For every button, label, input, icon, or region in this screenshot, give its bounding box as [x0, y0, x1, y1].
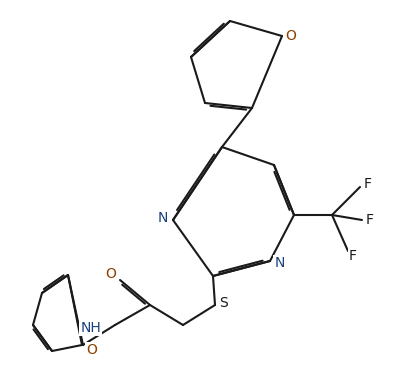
Text: S: S	[219, 296, 228, 310]
Text: O: O	[106, 267, 116, 281]
Text: O: O	[86, 343, 97, 357]
Text: F: F	[349, 249, 357, 263]
Text: N: N	[158, 211, 168, 225]
Text: F: F	[364, 177, 372, 191]
Text: NH: NH	[80, 321, 101, 335]
Text: N: N	[275, 256, 285, 270]
Text: O: O	[286, 29, 296, 43]
Text: F: F	[366, 213, 374, 227]
